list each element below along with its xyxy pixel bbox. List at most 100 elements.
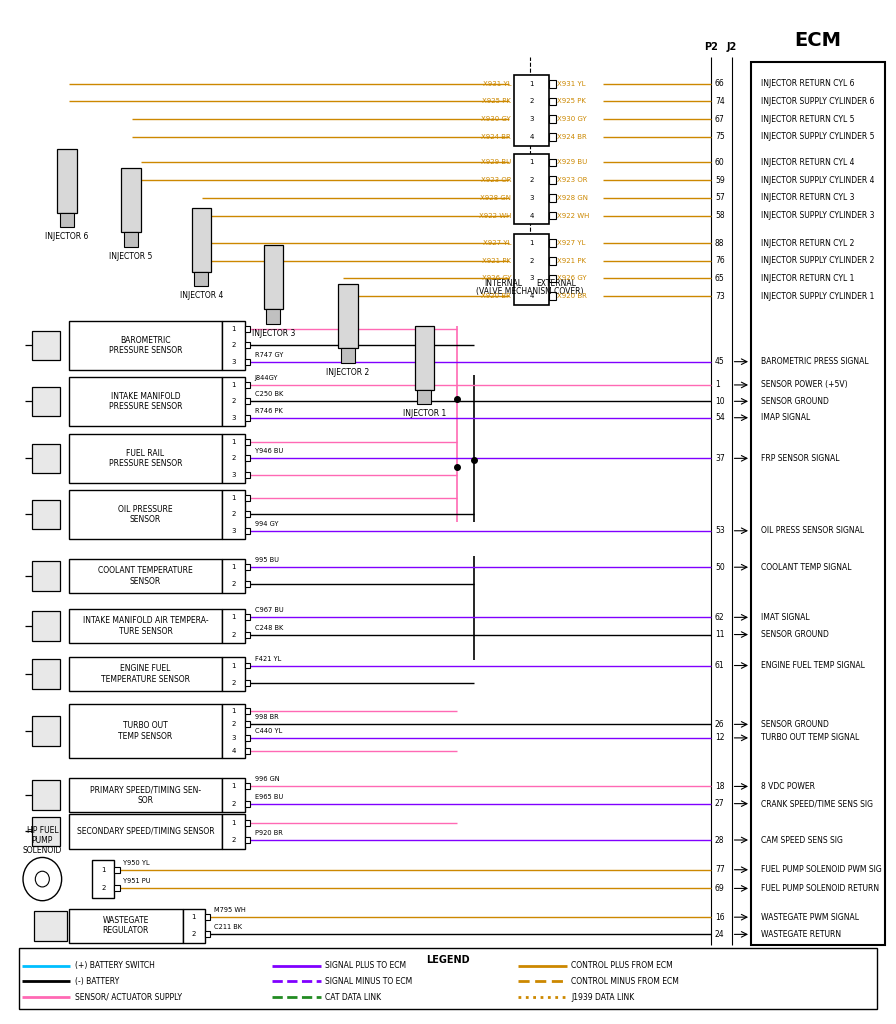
Text: SIGNAL MINUS TO ECM: SIGNAL MINUS TO ECM [325,977,412,986]
Bar [246,326,251,332]
Bar [549,97,556,105]
Text: INJECTOR SUPPLY CYLINDER 5: INJECTOR SUPPLY CYLINDER 5 [762,132,875,141]
Text: X930 GY: X930 GY [557,116,587,122]
Text: EXTERNAL: EXTERNAL [536,279,576,288]
Bar [246,614,251,621]
Text: 1: 1 [231,382,236,388]
Text: 3: 3 [231,527,236,534]
Text: HP FUEL
PUMP
SOLENOID: HP FUEL PUMP SOLENOID [22,825,62,855]
Bar [418,389,431,404]
Text: X924 BR: X924 BR [481,134,512,140]
Bar [92,860,115,898]
Bar [246,456,251,461]
Text: 2: 2 [231,721,236,727]
Text: X921 PK: X921 PK [482,258,512,264]
Bar [246,680,251,686]
Text: SENSOR GROUND: SENSOR GROUND [762,397,830,406]
Bar [121,168,141,232]
Bar [31,780,60,810]
Text: 2: 2 [101,886,106,892]
Text: INJECTOR 1: INJECTOR 1 [402,410,446,418]
Text: Y950 YL: Y950 YL [123,860,150,866]
Text: X921 PK: X921 PK [557,258,586,264]
Text: SENSOR/ ACTUATOR SUPPLY: SENSOR/ ACTUATOR SUPPLY [75,992,182,1001]
Text: 27: 27 [715,799,725,808]
Bar [115,866,119,872]
Text: 62: 62 [715,612,725,622]
Text: INTAKE MANIFOLD AIR TEMPERA-
TURE SENSOR: INTAKE MANIFOLD AIR TEMPERA- TURE SENSOR [82,616,208,636]
Text: INTERNAL: INTERNAL [485,279,522,288]
Text: INJECTOR SUPPLY CYLINDER 4: INJECTOR SUPPLY CYLINDER 4 [762,176,875,184]
Text: 74: 74 [715,97,725,106]
Bar [246,749,251,755]
Text: 1: 1 [231,820,236,825]
Text: 58: 58 [715,211,725,220]
Text: R747 GY: R747 GY [254,352,283,357]
Text: 1: 1 [192,914,196,921]
Text: 2: 2 [231,632,236,638]
Text: 61: 61 [715,662,725,670]
Text: SECONDARY SPEED/TIMING SENSOR: SECONDARY SPEED/TIMING SENSOR [77,827,214,836]
Bar [69,778,222,812]
Bar [340,348,355,362]
Text: ENGINE FUEL
TEMPERATURE SENSOR: ENGINE FUEL TEMPERATURE SENSOR [101,665,190,684]
Text: CONTROL MINUS FROM ECM: CONTROL MINUS FROM ECM [571,977,679,986]
Bar [246,663,251,669]
Text: 2: 2 [530,177,534,183]
Bar [31,659,60,689]
Text: 2: 2 [231,398,236,404]
Bar [549,159,556,166]
Bar [549,212,556,219]
Bar [31,443,60,473]
Bar [222,608,246,643]
Bar [549,274,556,283]
Bar [222,559,246,593]
Bar [69,657,222,691]
Text: 2: 2 [231,582,236,588]
Text: 12: 12 [715,733,725,742]
Text: 2: 2 [231,801,236,807]
Text: J844GY: J844GY [254,375,279,381]
Text: IMAT SIGNAL: IMAT SIGNAL [762,612,810,622]
Text: 3: 3 [231,415,236,421]
Text: X922 WH: X922 WH [557,213,590,218]
Text: BAROMETRIC PRESS SIGNAL: BAROMETRIC PRESS SIGNAL [762,357,869,367]
Bar [69,489,222,539]
Text: (VALVE MECHANISM COVER): (VALVE MECHANISM COVER) [476,287,583,296]
Bar [205,932,210,937]
Text: COOLANT TEMPERATURE
SENSOR: COOLANT TEMPERATURE SENSOR [99,566,193,586]
Text: 1: 1 [231,439,236,445]
Text: R746 PK: R746 PK [254,408,282,414]
Bar [246,472,251,477]
Text: 26: 26 [715,720,725,729]
Bar [31,717,60,745]
Bar [549,80,556,88]
Bar [222,778,246,812]
Bar [751,62,885,945]
Bar [60,213,74,227]
Bar [549,240,556,247]
Text: CAT DATA LINK: CAT DATA LINK [325,992,381,1001]
Text: INJECTOR 5: INJECTOR 5 [109,252,152,261]
Text: 3: 3 [231,735,236,741]
Bar [246,708,251,714]
Bar [246,527,251,534]
Text: 53: 53 [715,526,725,536]
Bar [31,611,60,641]
Text: (-) BATTERY: (-) BATTERY [75,977,119,986]
Text: F421 YL: F421 YL [254,655,281,662]
Text: INJECTOR SUPPLY CYLINDER 1: INJECTOR SUPPLY CYLINDER 1 [762,292,874,301]
Bar [205,914,210,921]
Bar [549,133,556,141]
Text: 88: 88 [715,239,725,248]
Text: X926 GY: X926 GY [557,275,587,282]
Text: 16: 16 [715,912,725,922]
Text: WASTEGATE PWM SIGNAL: WASTEGATE PWM SIGNAL [762,912,859,922]
Bar [246,564,251,570]
Text: OIL PRESS SENSOR SIGNAL: OIL PRESS SENSOR SIGNAL [762,526,865,536]
Text: TURBO OUT
TEMP SENSOR: TURBO OUT TEMP SENSOR [118,722,173,740]
Text: ECM: ECM [795,32,841,50]
Text: X930 GY: X930 GY [481,116,512,122]
Bar [192,208,211,271]
Text: 1: 1 [101,866,106,872]
